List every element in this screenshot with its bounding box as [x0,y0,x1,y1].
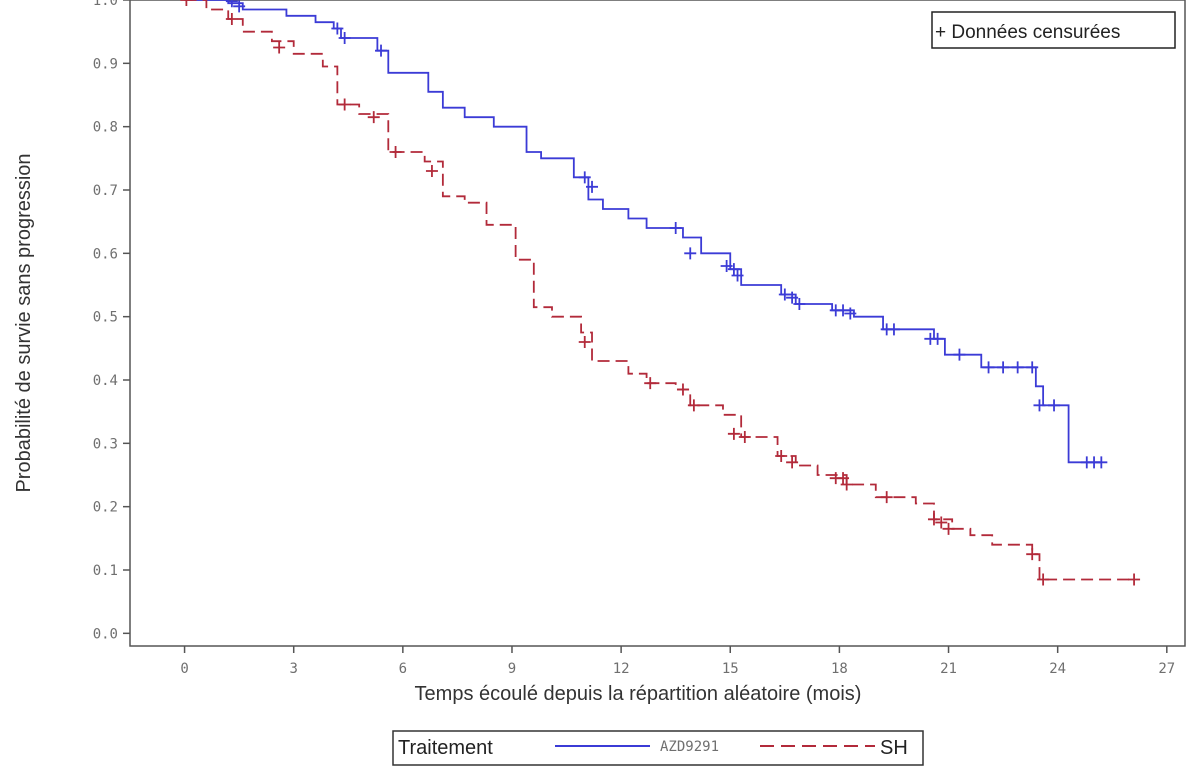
y-tick-label: 0.6 [93,246,118,262]
legend-box [392,730,924,766]
y-tick-label: 0.5 [93,310,118,326]
censored-mark-azd9291 [731,269,744,282]
censored-mark-sh [338,98,351,111]
censored-mark-azd9291 [684,247,697,260]
y-tick-label: 0.8 [93,120,118,136]
censored-note: + Données censurées [935,22,1120,43]
y-tick-label: 0.9 [93,56,118,72]
censored-mark-azd9291 [837,304,850,317]
censored-mark-sh [935,516,948,529]
censored-mark-azd9291 [982,361,995,374]
censored-mark-azd9291 [997,361,1010,374]
x-tick-label: 6 [399,661,407,677]
y-tick-label: 0.3 [93,436,118,452]
censored-mark-azd9291 [786,291,799,304]
censored-mark-sh [425,165,438,177]
y-tick-label: 0.0 [93,626,118,642]
censored-mark-sh [578,336,591,348]
censored-mark-azd9291 [1011,361,1024,374]
censored-mark-azd9291 [844,307,857,320]
x-tick-label: 18 [831,661,848,677]
censored-mark-azd9291 [338,32,351,44]
censored-mark-sh [738,431,751,443]
censored-mark-sh [180,0,193,6]
censored-mark-sh [927,513,940,526]
censored-mark-azd9291 [669,222,682,234]
censored-mark-sh [1037,573,1050,586]
censored-mark-azd9291 [887,323,900,336]
censored-mark-sh [775,450,788,462]
y-tick-label: 0.4 [93,373,118,389]
censored-mark-sh [687,399,700,412]
legend-label-azd9291: AZD9291 [660,739,719,755]
censored-mark-sh [225,13,238,25]
x-tick-label: 24 [1049,661,1066,677]
censored-mark-sh [644,377,657,390]
y-tick-label: 0.2 [93,500,118,516]
censored-mark-azd9291 [720,260,733,272]
censored-mark-azd9291 [578,171,591,184]
x-tick-label: 12 [613,661,630,677]
censored-mark-sh [840,478,853,491]
x-axis-label: Temps écoulé depuis la répartition aléat… [415,683,862,705]
y-tick-label: 0.7 [93,183,118,199]
censored-mark-azd9291 [331,22,344,35]
x-tick-label: 9 [508,661,516,677]
x-tick-label: 21 [940,661,957,677]
censored-mark-sh [676,383,689,396]
censored-mark-sh [880,491,893,504]
censored-mark-azd9291 [1033,399,1046,412]
censored-mark-sh [786,456,799,469]
y-tick-label: 1.0 [93,0,118,9]
censored-mark-sh [273,41,286,54]
y-tick-label: 0.1 [93,563,118,579]
censored-mark-azd9291 [793,298,806,310]
series-line-azd9291 [184,0,1102,464]
censored-mark-azd9291 [727,263,740,276]
censored-mark-azd9291 [233,0,246,13]
censored-mark-azd9291 [586,180,599,193]
censored-mark-azd9291 [1048,399,1061,412]
legend-label-sh: SH [880,737,908,759]
censored-mark-sh [727,427,740,440]
legend: Traitement AZD9291 SH [392,730,924,766]
x-tick-label: 15 [722,661,739,677]
censored-mark-azd9291 [778,288,791,301]
censored-mark-azd9291 [953,348,966,361]
censored-mark-azd9291 [1026,361,1039,374]
censored-mark-sh [367,111,380,124]
x-tick-label: 0 [180,661,188,677]
censored-mark-sh [942,522,955,535]
censored-mark-azd9291 [375,44,388,57]
censored-mark-sh [1026,548,1039,561]
plot-frame [129,0,1186,647]
y-axis-label: Probabilité de survie sans progression [13,153,35,492]
censored-note-box [931,11,1176,49]
censored-mark-sh [1128,573,1141,586]
x-tick-label: 3 [289,661,297,677]
censored-mark-azd9291 [1095,456,1108,469]
censored-mark-sh [389,146,402,158]
series-line-sh [184,0,1135,581]
censored-mark-azd9291 [225,0,238,8]
legend-title: Traitement [398,737,493,759]
censored-mark-azd9291 [931,332,944,345]
censored-mark-sh [837,472,850,485]
x-tick-label: 27 [1158,661,1175,677]
